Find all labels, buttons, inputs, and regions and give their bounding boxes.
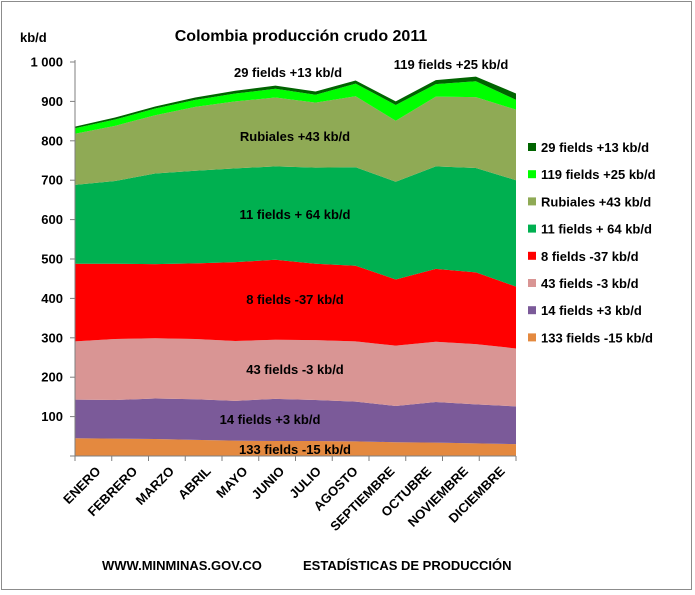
legend-entry: Rubiales +43 kb/d	[541, 194, 651, 209]
legend-swatch	[528, 143, 536, 151]
area-14-fields-3-kb-d	[75, 398, 516, 445]
area-8-fields-37-kb-d	[75, 259, 516, 349]
y-tick-label: 800	[41, 133, 63, 148]
y-tick-label: 900	[41, 94, 63, 109]
x-tick-label: MAYO	[213, 464, 250, 501]
area-11-fields-64-kb-d	[75, 166, 516, 287]
x-tick-label: MARZO	[133, 464, 177, 508]
area-label: 8 fields -37 kb/d	[246, 292, 344, 307]
area-43-fields-3-kb-d	[75, 338, 516, 407]
x-tick-label: ABRIL	[175, 463, 214, 502]
legend-swatch	[528, 197, 536, 206]
legend-entry: 14 fields +3 kb/d	[541, 303, 642, 318]
legend: 29 fields +13 kb/d 119 fields +25 kb/d Rub…	[528, 140, 656, 345]
y-tick-labels: 100 200 300 400 500 600 700 800 900 1 000	[30, 55, 63, 425]
area-133-fields-15-kb-d	[75, 438, 516, 456]
x-tick-label: JUNIO	[249, 464, 288, 503]
area-label: 119 fields +25 kb/d	[394, 57, 509, 72]
area-label: 43 fields -3 kb/d	[246, 362, 344, 377]
y-tick-label: 500	[41, 252, 63, 267]
footer-website: WWW.MINMINAS.GOV.CO	[102, 558, 262, 573]
legend-swatch	[528, 333, 536, 342]
legend-entry: 119 fields +25 kb/d	[541, 167, 656, 182]
area-119-fields-25-kb-d	[75, 81, 516, 134]
area-label: 14 fields +3 kb/d	[220, 412, 321, 427]
y-tick-label: 300	[41, 330, 63, 345]
y-tick-label: 1 000	[30, 55, 63, 70]
legend-swatch	[528, 251, 536, 260]
legend-swatch	[528, 279, 536, 287]
y-tick-label: 100	[41, 409, 63, 424]
y-tick-label: 400	[41, 291, 63, 306]
area-labels: 133 fields -15 kb/d 14 fields +3 kb/d 43 f…	[220, 57, 509, 457]
area-label: Rubiales +43 kb/d	[240, 129, 350, 144]
axes	[70, 60, 517, 461]
legend-entry: 11 fields + 64 kb/d	[541, 222, 652, 237]
area-label: 133 fields -15 kb/d	[239, 442, 351, 457]
x-tick-label: SEPTIEMBRE	[327, 463, 398, 534]
chart-title: Colombia producción crudo 2011	[175, 28, 428, 45]
y-tick-label: 200	[41, 370, 63, 385]
legend-swatch	[528, 224, 536, 233]
area-series	[75, 76, 516, 456]
area-rubiales-43-kb-d	[75, 96, 516, 185]
y-axis-label: kb/d	[20, 30, 47, 45]
area-label: 29 fields +13 kb/d	[234, 65, 342, 80]
y-tick-label: 700	[41, 173, 63, 188]
footer-section: ESTADÍSTICAS DE PRODUCCIÓN	[303, 558, 512, 573]
legend-entry: 133 fields -15 kb/d	[541, 330, 653, 345]
area-label: 11 fields + 64 kb/d	[240, 207, 351, 222]
legend-swatch	[528, 170, 536, 179]
legend-entry: 8 fields -37 kb/d	[541, 249, 639, 264]
legend-swatch	[528, 306, 536, 315]
legend-entry: 43 fields -3 kb/d	[541, 276, 639, 291]
y-tick-label: 600	[41, 212, 63, 227]
legend-entry: 29 fields +13 kb/d	[541, 140, 649, 155]
